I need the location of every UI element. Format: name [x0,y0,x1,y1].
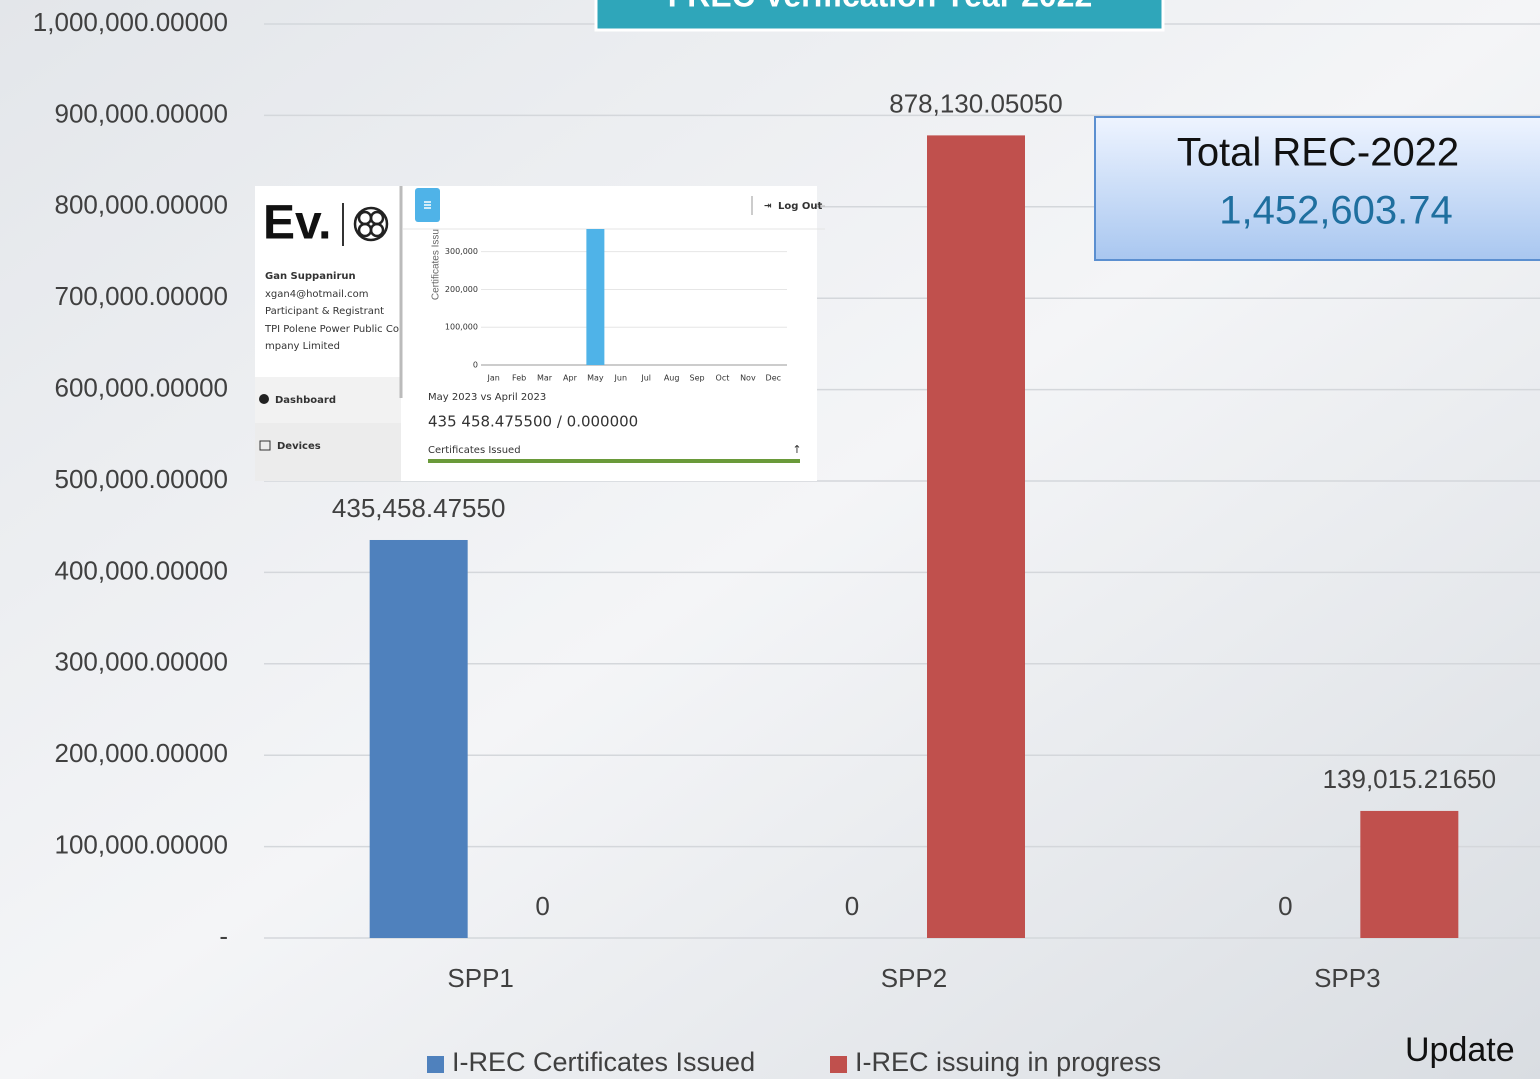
data-label: 139,015.21650 [1323,764,1497,794]
data-label: 0 [1278,891,1292,921]
bar [1360,811,1458,938]
x-tick-label: Sep [690,374,705,383]
logout-icon: ⇥ [764,202,772,212]
data-label: 435,458.47550 [332,493,506,523]
menu-item[interactable]: Devices [277,441,321,452]
user-role: Participant & Registrant [265,306,384,317]
data-label: 0 [535,891,549,921]
x-tick-label: Jan [487,374,500,383]
x-tick-label: Jun [614,374,628,383]
legend-label: I-REC Certificates Issued [452,1047,755,1077]
y-tick-label: 600,000.00000 [54,372,228,402]
y-tick-label: 100,000 [445,323,478,332]
user-email: xgan4@hotmail.com [265,289,368,300]
data-label: 0 [845,891,859,921]
bar [927,135,1025,938]
x-tick-label: SPP1 [447,963,514,993]
y-tick-label: 200,000.00000 [54,738,228,768]
comparison: May 2023 vs April 2023 [428,392,546,403]
logout-button[interactable]: Log Out [778,201,823,212]
y-tick-label: 900,000.00000 [54,98,228,128]
page: - 100,000.00000 200,000.00000 300,000.00000… [0,0,1540,1079]
y-tick-label: 800,000.00000 [54,190,228,220]
x-tick-label: SPP3 [1314,963,1381,993]
x-tick-label: SPP2 [881,963,948,993]
y-tick-label: 1,000,000.00000 [33,7,228,37]
metric: 435 458.475500 / 0.000000 [428,413,638,431]
x-tick-label: Mar [537,374,553,383]
legend-swatch [427,1056,444,1073]
x-tick-label: Apr [563,374,578,383]
data-label: 878,130.05050 [889,88,1063,118]
y-tick-label: 0 [473,361,478,370]
x-tick-label: Jul [640,374,651,383]
menu-item[interactable]: Dashboard [275,395,336,406]
x-tick-label: Oct [716,374,730,383]
menu-icon [259,394,269,404]
update-note: Update [1405,1031,1515,1069]
user-name: Gan Suppanirun [265,271,356,282]
logo: Ev. [263,197,331,250]
menu-row [255,423,401,481]
x-tick-label: Nov [740,374,756,383]
progress-bar [428,459,800,463]
y-tick-label: 100,000.00000 [54,829,228,859]
user-company: TPI Polene Power Public Co [264,324,399,335]
metric-label: Certificates Issued [428,445,521,456]
x-tick-label: Feb [512,374,526,383]
y-tick-label: 300,000 [445,247,478,256]
chart: - 100,000.00000 200,000.00000 300,000.00000… [0,0,1540,1079]
total-value: 1,452,603.74 [1219,189,1453,233]
y-tick-label: 200,000 [445,285,478,294]
y-tick-label: 300,000.00000 [54,647,228,677]
x-tick-label: May [587,374,604,383]
legend-swatch [830,1056,847,1073]
legend-label: I-REC issuing in progress [855,1047,1161,1077]
x-tick-label: Dec [766,374,781,383]
chart-title: I-REC Verification Year 2022 [668,0,1093,13]
bar [370,540,468,938]
user-company: mpany Limited [265,341,340,352]
y-tick-label: 400,000.00000 [54,555,228,585]
x-tick-label: Aug [664,374,680,383]
y-tick-label: 500,000.00000 [54,464,228,494]
dashboard-inset: Ev. Gan Suppanirun xgan4@hotmail.com Par… [255,186,825,481]
total-label: Total REC-2022 [1177,131,1459,175]
trend-arrow: ↑ [792,443,801,456]
y-tick-label: - [219,921,228,951]
y-tick-label: 700,000.00000 [54,281,228,311]
y-axis-label: Certificates Issu [431,229,442,300]
